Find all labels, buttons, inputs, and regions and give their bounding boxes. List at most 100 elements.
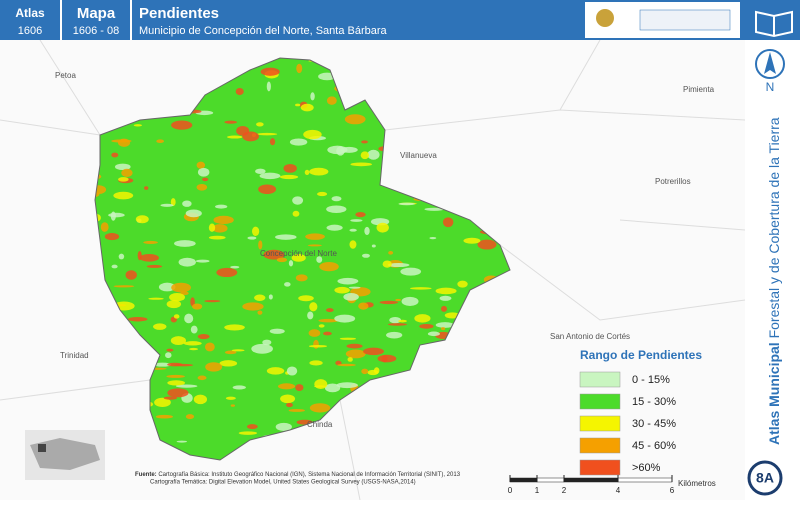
slope-patch [435,287,457,295]
slope-patch [343,292,359,301]
slope-patch [304,169,310,175]
slope-patch [170,336,187,345]
slope-patch [143,240,158,244]
legend-swatch [579,371,621,388]
slope-patch [317,191,328,197]
slope-patch [377,354,397,363]
slope-patch [139,253,159,262]
inset-country [30,438,100,470]
slope-patch [100,222,109,232]
slope-patch [334,314,356,323]
slope-patch [257,310,263,315]
scale-segment [536,477,565,483]
slope-patch [309,403,331,413]
slope-patch [190,297,195,307]
slope-patch [276,257,288,263]
slope-patch [255,168,266,174]
slope-patch [337,277,359,285]
slope-patch [355,212,366,218]
north-arrow [764,52,776,74]
logo [596,9,614,27]
place-label: Chinda [307,420,333,429]
slope-patch [153,362,172,367]
logo [639,9,731,31]
slope-patch [440,305,448,312]
slope-patch [170,198,176,207]
slope-patch [414,314,431,323]
slope-patch [167,362,183,367]
slope-patch [286,402,293,408]
slope-patch [323,331,332,336]
slope-patch [349,228,357,232]
legend-label: 30 - 45% [632,418,676,430]
place-label: Trinidad [60,351,89,360]
slope-patch [196,183,208,191]
slope-patch [155,414,173,419]
slope-patch [295,274,308,282]
slope-patch [213,215,234,225]
slope-patch [204,342,215,352]
slope-patch [251,226,260,237]
slope-patch [173,314,180,319]
slope-patch [319,261,339,272]
slope-patch [256,132,278,136]
slope-patch [205,362,223,372]
north-circle [755,49,785,79]
slope-patch [348,286,361,289]
slope-patch [258,240,263,250]
slope-patch [419,323,434,329]
slope-patch [358,302,369,310]
slope-patch [382,260,392,268]
slope-patch [371,244,376,248]
slope-patch [336,146,345,156]
slope-patch [350,219,363,222]
place-label: Pimienta [683,85,715,94]
slope-patch [361,140,368,144]
slope-patch [349,240,357,249]
scale-segment [563,477,619,483]
slope-patch [346,343,363,349]
slope-patch [246,424,258,430]
slope-patch [158,282,176,292]
slope-patch [363,347,384,356]
divider [130,0,132,40]
slope-patch [305,233,325,240]
slope-patch [195,259,210,263]
slope-patch [295,384,304,392]
slope-patch [439,295,452,301]
slope-patch [113,285,135,288]
slope-patch [279,174,299,180]
slope-patch [247,236,257,240]
slope-patch [324,383,341,393]
slope-patch [197,333,210,340]
slope-patch [389,316,402,324]
header: Atlas 1606 Mapa 1606 - 08 Pendientes Mun… [15,5,387,37]
slope-patch [184,313,194,324]
slope-patch [212,224,228,233]
slope-patch [224,120,238,124]
legend-label: 15 - 30% [632,396,676,408]
slope-patch [166,300,182,309]
scale-bar: Kilómetros 0 1 2 4 6 [508,475,716,495]
slope-patch [242,131,259,142]
slope-patch [266,367,285,375]
slope-patch [339,337,357,340]
slope-patch [171,282,191,293]
slope-patch [242,302,264,311]
slope-patch [118,177,129,182]
slope-patch [280,394,296,404]
slope-patch [291,253,306,262]
slope-patch [316,256,323,263]
slope-patch [230,265,240,269]
slope-patch [262,339,272,346]
slope-patch [295,103,301,107]
slope-patch [424,207,445,211]
slope-patch [387,323,407,326]
slope-patch [191,303,203,310]
slope-patch [283,164,297,173]
slope-patch [288,260,294,267]
slope-patch [133,124,143,127]
slope-patch [400,267,422,276]
slope-patch [326,224,343,231]
